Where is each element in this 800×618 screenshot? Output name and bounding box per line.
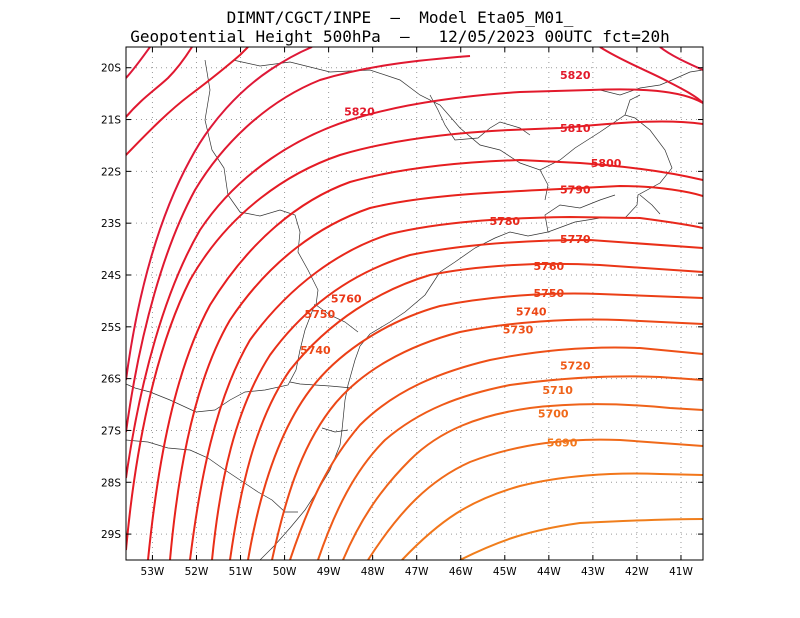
contour-line-5770 [211, 239, 703, 560]
contour-line-5840 [126, 47, 313, 381]
axis-ticks: 53W 52W 51W 50W 49W 48W 47W 46W 45W 44W 43W 42W 41W 2… [101, 47, 703, 578]
contour-label: 5750 [534, 287, 565, 300]
lon-tick-label: 46W [449, 566, 473, 578]
coast-border-line [489, 121, 531, 136]
contour-line-5840 [126, 47, 151, 79]
lon-tick-label: 52W [185, 566, 209, 578]
coast-border-line [599, 69, 703, 96]
contour-line-5820 [126, 47, 249, 156]
contour-label: 5770 [560, 233, 591, 246]
lon-tick-label: 50W [273, 566, 297, 578]
coast-border-line [126, 303, 316, 413]
contour-label: 5690 [547, 436, 578, 449]
contour-line-5820 [126, 88, 703, 479]
coast-border-line [289, 381, 353, 389]
coastline-boundaries [126, 59, 703, 560]
lat-tick-label: 26S [101, 374, 121, 386]
coast-border-line [539, 169, 549, 201]
contour-line-5760 [229, 262, 703, 560]
contour-label: 5720 [560, 360, 591, 373]
contour-line-5730 [289, 346, 703, 560]
contour-line-5750 [247, 292, 703, 560]
contour-labels: 5820 5820 5810 5800 5790 5780 5770 5760 5760 5750… [300, 69, 622, 449]
contour-label: 5780 [489, 215, 520, 228]
lon-tick-label: 45W [493, 566, 517, 578]
lat-tick-label: 24S [101, 270, 121, 282]
lon-tick-label: 49W [317, 566, 341, 578]
lon-tick-label: 44W [537, 566, 561, 578]
coast-border-line [126, 439, 298, 513]
lat-tick-label: 23S [101, 218, 121, 230]
contour-line-5780 [189, 216, 703, 560]
lon-tick-label: 53W [141, 566, 165, 578]
coast-border-line [429, 94, 491, 141]
contour-label: 5810 [560, 122, 591, 135]
map-title-line1: DIMNT/CGCT/INPE – Model Eta05_M01_ [226, 8, 574, 27]
lat-tick-label: 25S [101, 322, 121, 334]
lon-tick-label: 47W [405, 566, 429, 578]
contour-label: 5740 [300, 344, 331, 357]
contour-label: 5790 [560, 184, 591, 197]
contour-label: 5820 [344, 105, 375, 118]
contour-label: 5710 [542, 384, 573, 397]
contour-line-5840 [659, 47, 703, 71]
contour-line-5680 [459, 518, 703, 560]
lon-tick-label: 51W [229, 566, 253, 578]
contour-line-5790 [169, 185, 703, 560]
contour-line-5700 [367, 438, 703, 560]
plot-frame [125, 46, 704, 561]
contour-label: 5750 [304, 308, 335, 321]
coast-border-line [544, 194, 616, 233]
contour-line-5830 [126, 47, 193, 118]
lon-tick-label: 42W [625, 566, 649, 578]
contour-label: 5700 [538, 407, 569, 420]
lon-tick-label: 43W [581, 566, 605, 578]
contour-line-5810 [126, 120, 703, 551]
contour-label: 5800 [591, 157, 622, 170]
coast-border-line [204, 59, 319, 306]
contour-line-5740 [271, 318, 703, 560]
contour-line-5830 [126, 55, 471, 433]
contour-line-5800 [147, 159, 703, 560]
map-title-line2: Geopotential Height 500hPa – 12/05/2023 … [130, 27, 670, 46]
contour-line-5830 [599, 47, 703, 104]
coast-border-line [315, 304, 359, 333]
lat-tick-label: 22S [101, 166, 121, 178]
contour-label: 5760 [534, 260, 565, 273]
lat-tick-label: 27S [101, 425, 121, 437]
lat-tick-label: 21S [101, 115, 121, 127]
lat-tick-label: 20S [101, 63, 121, 75]
contour-line-5720 [317, 375, 703, 560]
lon-tick-label: 41W [669, 566, 693, 578]
contour-label: 5760 [331, 292, 362, 305]
lat-tick-label: 28S [101, 477, 121, 489]
coast-border-line [639, 194, 661, 215]
contour-lines [126, 47, 703, 560]
lon-tick-label: 48W [361, 566, 385, 578]
contour-label: 5730 [503, 323, 534, 336]
coast-border-line [624, 94, 641, 116]
contour-label: 5740 [516, 305, 547, 318]
contour-line-5710 [342, 403, 703, 560]
lat-tick-label: 29S [101, 529, 121, 541]
contour-label: 5820 [560, 69, 591, 82]
contour-line-5690 [401, 472, 703, 560]
coast-border-line [321, 427, 349, 433]
